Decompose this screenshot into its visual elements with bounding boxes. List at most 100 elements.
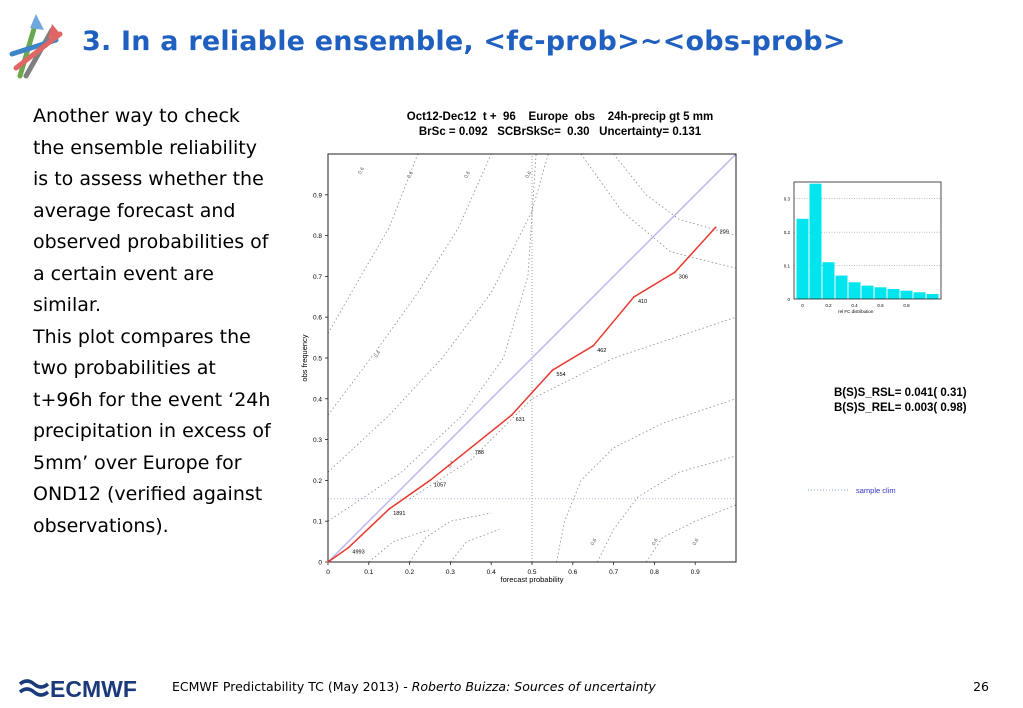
sample-count-label: 631 — [516, 417, 525, 423]
contour-label-1: 0.6 — [406, 170, 415, 179]
contour-line-7 — [596, 455, 737, 563]
hist-y-tick-label: 0 — [787, 297, 790, 302]
contour-label-5: 0.4 — [447, 460, 456, 469]
sample-count-label: 4993 — [352, 550, 364, 556]
sample-count-label: 209 — [720, 229, 729, 235]
y-axis-title: obs frequency — [300, 334, 309, 381]
contour-line-2 — [327, 153, 549, 473]
reliability-point — [714, 226, 717, 229]
x-axis-title: forecast probability — [501, 575, 564, 584]
contour-label-0: 0.6 — [357, 166, 366, 175]
reliability-point — [673, 271, 676, 274]
sample-count-label: 306 — [679, 274, 688, 280]
sample-count-label: 462 — [597, 348, 606, 354]
footer-event: ECMWF Predictability TC (May 2013) - — [172, 679, 412, 694]
hist-x-tick-label: 0.8 — [903, 303, 910, 308]
ecmwf-swirl-icon — [18, 679, 50, 697]
hist-x-tick-label: 0.2 — [825, 303, 832, 308]
hist-bar — [822, 262, 835, 299]
x-tick-label: 0.8 — [650, 569, 659, 576]
contour-line-0 — [327, 153, 419, 334]
body-paragraph-1: Another way to check the ensemble reliab… — [33, 105, 269, 316]
reliability-point — [388, 508, 391, 510]
sample-count-label: 788 — [475, 450, 484, 456]
contour-line-3 — [327, 153, 537, 522]
y-tick-label: 0.8 — [313, 233, 322, 240]
hist-bar — [926, 293, 939, 299]
hist-x-tick-label: 0.6 — [877, 303, 884, 308]
y-tick-label: 0.5 — [313, 356, 322, 363]
reliability-diagram: 0.6 0.6 0.6 0.6 0.4 0.4 0.6 0.6 0.6 0 0.1 0.2 0.3 0.4… — [300, 153, 737, 584]
bss-rsl: B(S)S_RSL= 0.041( 0.31) — [834, 387, 967, 399]
contour-line-10 — [368, 529, 431, 563]
perfect-reliability-diagonal — [327, 153, 737, 563]
hist-x-axis-title: rel FC distribution — [838, 309, 874, 314]
slide-title: 3. In a reliable ensemble, <fc-prob>~<ob… — [82, 26, 846, 57]
bss-rel: B(S)S_REL= 0.003( 0.98) — [834, 401, 967, 414]
sample-count-label: 1891 — [393, 511, 405, 517]
x-axis: 0 0.1 0.2 0.3 0.4 0.5 0.6 0.7 0.8 0.9 — [326, 562, 700, 576]
contour-label-4: 0.4 — [373, 350, 382, 359]
y-tick-label: 0.3 — [313, 437, 322, 444]
contour-label-2: 0.6 — [463, 170, 472, 179]
y-tick-label: 0.7 — [313, 274, 322, 281]
reliability-point — [551, 369, 554, 372]
ecmwf-footer-logo: ECMWF — [18, 676, 137, 701]
chart-header-line-2: BrSc = 0.092 SCBrSkSc= 0.30 Uncertainty=… — [418, 126, 702, 138]
y-tick-label: 0.4 — [313, 396, 322, 403]
reliability-point — [469, 446, 472, 449]
hist-bar — [861, 285, 874, 299]
x-tick-label: 0.6 — [568, 569, 577, 576]
y-tick-label: 0.6 — [313, 315, 322, 322]
sample-count-label: 1057 — [434, 482, 446, 488]
contour-label-6: 0.6 — [590, 537, 599, 546]
x-tick-label: 0.3 — [446, 569, 455, 576]
sample-count-label: 410 — [638, 299, 647, 305]
y-tick-label: 0 — [318, 560, 322, 567]
hist-bar — [874, 287, 887, 299]
sample-clim-legend-label: sample clim — [856, 486, 896, 495]
contour-line-8 — [645, 504, 737, 563]
sample-clim-legend: sample clim — [808, 486, 896, 495]
contour-line-12 — [409, 316, 737, 500]
contour-label-7: 0.6 — [651, 537, 660, 546]
hist-y-tick-label: 0.2 — [784, 230, 791, 235]
x-tick-label: 0.2 — [405, 569, 414, 576]
reliability-point — [633, 295, 635, 298]
x-tick-label: 0.1 — [364, 569, 373, 576]
contour-lines — [327, 153, 737, 563]
hist-bar — [913, 292, 926, 299]
reliability-point — [429, 479, 431, 482]
body-paragraph-2: This plot compares the two probabilities… — [33, 325, 271, 537]
forecast-distribution-histogram: 0 0.1 0.2 0.3 0 0.2 0.4 0.6 0.8 rel FC distributi… — [784, 181, 942, 314]
contour-line-9 — [409, 512, 492, 563]
chart-header-line-1: Oct12-Dec12 t + 96 Europe obs 24h-precip… — [406, 111, 714, 123]
contour-line-4 — [613, 153, 737, 236]
y-axis: 0 0.1 0.2 0.3 0.4 0.5 0.6 0.7 0.8 0.9 — [313, 192, 328, 567]
hist-frame — [793, 181, 942, 300]
hist-x-tick-label: 0.4 — [851, 303, 858, 308]
chart-header: Oct12-Dec12 t + 96 Europe obs 24h-precip… — [330, 110, 790, 140]
reliability-point — [347, 546, 350, 549]
contour-label-8: 0.6 — [692, 537, 701, 546]
y-tick-label: 0.2 — [313, 478, 322, 485]
y-tick-label: 0.1 — [313, 519, 322, 526]
footer-author: Roberto Buizza: Sources of uncertainty — [411, 679, 656, 694]
reliability-point — [592, 344, 595, 347]
hist-bar — [835, 275, 848, 299]
footer-text: ECMWF Predictability TC (May 2013) - Rob… — [172, 679, 656, 694]
x-tick-label: 0.5 — [527, 569, 536, 576]
reliability-curve — [327, 226, 717, 563]
hist-bar — [900, 290, 913, 299]
x-tick-label: 0.9 — [691, 569, 700, 576]
contour-line-6 — [556, 398, 737, 563]
ecmwf-arrows-logo — [9, 14, 63, 79]
x-tick-label: 0 — [326, 569, 330, 576]
skill-scores: B(S)S_RSL= 0.041( 0.31) B(S)S_REL= 0.003… — [834, 386, 967, 415]
hist-bar — [809, 183, 822, 299]
hist-bar — [796, 218, 809, 299]
contour-label-3: 0.6 — [524, 170, 533, 179]
hist-bar — [887, 288, 900, 299]
reliability-point — [510, 414, 513, 417]
y-tick-label: 0.9 — [313, 192, 322, 199]
